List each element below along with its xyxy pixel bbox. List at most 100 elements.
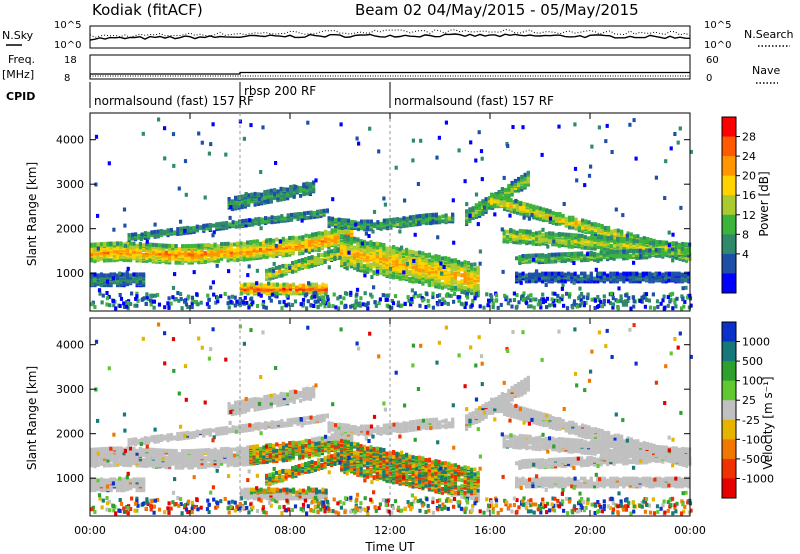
echo-cell — [389, 218, 393, 222]
echo-cell — [655, 299, 660, 304]
echo-cell — [639, 239, 643, 244]
echo-cell — [228, 222, 232, 227]
echo-cell — [298, 283, 302, 288]
echo-cell — [421, 251, 425, 256]
echo-cell — [262, 254, 266, 259]
echo-cell — [101, 293, 105, 298]
echo-cell — [197, 260, 201, 265]
echo-cell — [259, 282, 263, 287]
echo-cell — [227, 199, 231, 204]
echo-cell — [600, 246, 604, 251]
echo-cell — [408, 258, 412, 263]
echo-cell — [317, 246, 321, 251]
echo-cell — [538, 210, 542, 215]
echo-cell — [609, 236, 613, 241]
echo-cell — [560, 252, 564, 257]
echo-cell — [509, 198, 513, 203]
echo-cell — [274, 270, 278, 275]
echo-cell — [90, 281, 94, 286]
echo-cell — [453, 258, 457, 263]
echo-cell — [294, 247, 298, 251]
echo-cell — [463, 260, 467, 265]
echo-cell — [606, 241, 610, 246]
echo-cell — [395, 222, 399, 226]
echo-cell — [321, 282, 325, 287]
echo-cell — [164, 250, 168, 255]
echo-cell — [260, 217, 264, 222]
echo-cell — [334, 218, 338, 223]
echo-cell — [450, 284, 454, 289]
echo-cell — [305, 306, 309, 311]
echo-cell — [297, 265, 301, 270]
echo-cell — [282, 286, 286, 291]
echo-cell — [564, 216, 568, 221]
echo-cell — [609, 250, 613, 255]
echo-cell — [538, 230, 542, 235]
echo-cell — [541, 253, 545, 258]
echo-cell — [646, 237, 650, 241]
echo-cell — [312, 184, 316, 189]
echo-cell — [132, 241, 136, 246]
echo-cell — [361, 302, 365, 307]
echo-cell — [130, 232, 134, 237]
echo-cell — [295, 285, 299, 290]
echo-cell — [171, 243, 175, 248]
echo-cell — [109, 245, 113, 250]
echo-cell — [127, 236, 131, 241]
echo-cell — [386, 218, 390, 223]
echo-cell — [681, 241, 685, 246]
echo-cell — [269, 196, 273, 201]
echo-cell — [555, 212, 559, 216]
echo-cell — [311, 232, 315, 237]
echo-cell — [516, 202, 520, 207]
echo-cell — [470, 262, 474, 267]
echo-cell — [571, 215, 575, 220]
echo-cell — [550, 252, 554, 257]
echo-cell — [234, 224, 238, 229]
echo-cell — [471, 298, 475, 303]
echo-cell — [213, 242, 217, 247]
echo-cell — [377, 301, 381, 306]
echo-cell — [658, 248, 662, 252]
echo-cell — [291, 265, 295, 270]
echo-cell — [506, 206, 510, 210]
echo-cell — [518, 272, 522, 277]
echo-cell — [573, 251, 577, 256]
echo-cell — [349, 240, 353, 245]
echo-cell — [652, 306, 657, 311]
echo-cell — [129, 302, 133, 306]
echo-cell — [149, 302, 153, 307]
echo-cell — [590, 242, 594, 247]
echo-cell — [427, 267, 431, 272]
echo-cell — [231, 223, 235, 228]
echo-cell — [262, 283, 266, 288]
echo-cell — [434, 278, 438, 283]
echo-cell — [481, 199, 485, 204]
echo-cell — [625, 249, 629, 254]
echo-cell — [491, 301, 495, 306]
echo-cell — [320, 231, 324, 236]
echo-cell — [590, 222, 594, 227]
echo-cell — [134, 232, 138, 237]
echo-cell — [197, 243, 201, 248]
echo-cell — [312, 211, 316, 215]
echo-cell — [561, 213, 565, 218]
echo-cell — [330, 216, 334, 221]
echo-cell — [555, 216, 559, 221]
echo-cell — [234, 195, 238, 200]
echo-cell — [223, 291, 227, 296]
echo-cell — [317, 231, 321, 236]
echo-cell — [286, 187, 290, 192]
echo-cell — [460, 290, 464, 294]
nsearch-series-line — [89, 29, 691, 38]
echo-cell — [560, 297, 564, 302]
echo-cell — [226, 241, 230, 246]
echo-cell — [151, 242, 155, 247]
echo-cell — [563, 252, 567, 257]
echo-cell — [291, 268, 295, 273]
echo-cell — [512, 209, 516, 214]
echo-cell — [155, 251, 159, 256]
echo-cell — [534, 253, 538, 258]
echo-cell — [583, 244, 587, 249]
